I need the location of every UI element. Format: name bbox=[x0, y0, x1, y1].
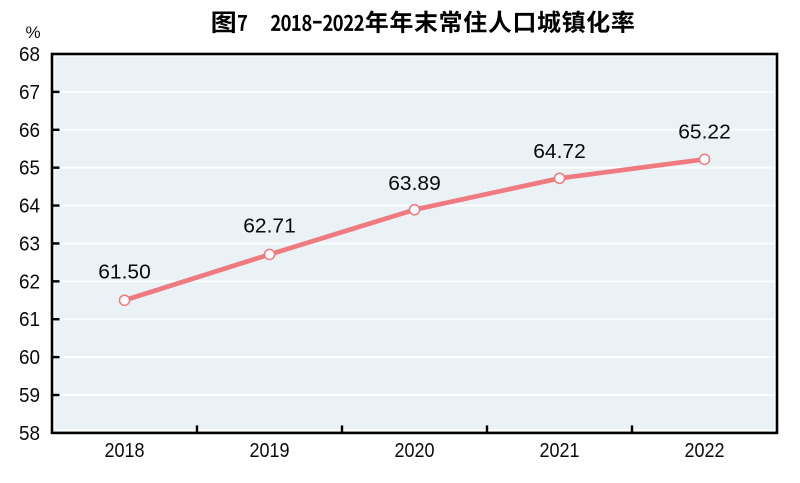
svg-text:65.22: 65.22 bbox=[678, 122, 731, 144]
svg-text:%: % bbox=[25, 23, 40, 42]
svg-text:58: 58 bbox=[19, 423, 40, 445]
svg-text:60: 60 bbox=[19, 347, 40, 369]
svg-text:62.71: 62.71 bbox=[243, 216, 296, 238]
svg-text:2021: 2021 bbox=[540, 440, 580, 462]
svg-text:61.50: 61.50 bbox=[98, 262, 151, 284]
svg-text:62: 62 bbox=[19, 271, 40, 293]
svg-text:2022: 2022 bbox=[685, 440, 725, 462]
svg-text:65: 65 bbox=[19, 158, 40, 180]
svg-text:61: 61 bbox=[19, 309, 40, 331]
svg-text:2019: 2019 bbox=[250, 440, 290, 462]
svg-text:68: 68 bbox=[19, 44, 40, 66]
svg-text:2020: 2020 bbox=[395, 440, 435, 462]
svg-text:64: 64 bbox=[19, 196, 40, 218]
svg-text:64.72: 64.72 bbox=[533, 141, 586, 163]
svg-text:63.89: 63.89 bbox=[388, 173, 441, 195]
svg-text:63: 63 bbox=[19, 233, 40, 255]
svg-text:66: 66 bbox=[19, 120, 40, 142]
svg-text:2018: 2018 bbox=[105, 440, 145, 462]
svg-text:67: 67 bbox=[19, 82, 40, 104]
svg-text:59: 59 bbox=[19, 385, 40, 407]
